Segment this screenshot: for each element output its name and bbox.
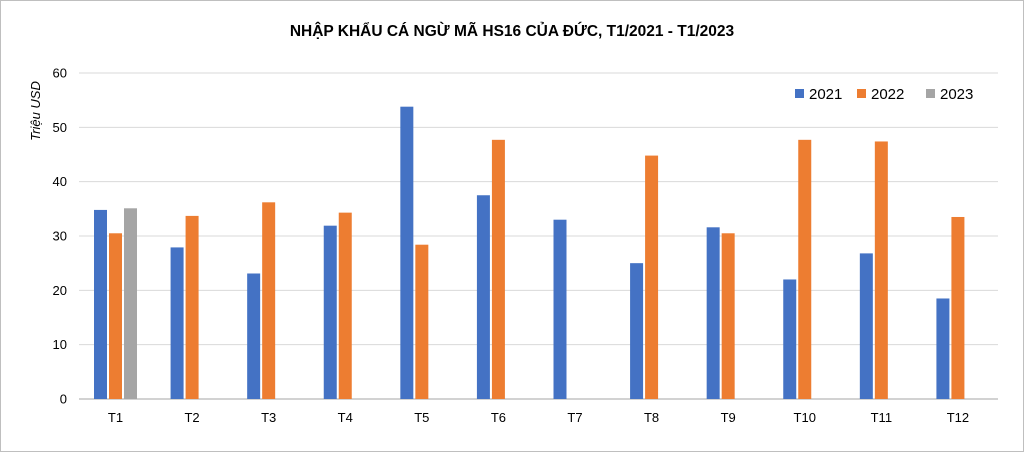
bar-2022-T12 (951, 216, 965, 399)
y-tick-label: 20 (53, 283, 67, 298)
y-tick-label: 0 (60, 392, 67, 407)
bar-2022-T3 (262, 202, 276, 399)
legend-swatch-2022 (857, 89, 866, 98)
bar-2022-T11 (874, 141, 888, 399)
bar-2022-T1 (109, 233, 122, 399)
bar-2021-T11 (859, 253, 873, 399)
x-axis-ticks: T1 T2 T3 T4 T5 T6 T7 T8 T9 T10 T11 T12 (108, 410, 969, 425)
x-tick-label: T12 (947, 410, 969, 425)
x-tick-label: T11 (871, 410, 892, 425)
y-tick-label: 50 (53, 120, 67, 135)
y-tick-label: 60 (53, 66, 67, 81)
bar-2021-T2 (170, 247, 184, 399)
y-axis-ticks: 0 10 20 30 40 50 60 (53, 66, 67, 407)
bar-2022-T2 (185, 215, 199, 399)
bar-2021-T1 (94, 209, 107, 399)
x-tick-label: T2 (184, 410, 199, 425)
bar-2021-T4 (323, 225, 337, 399)
bar-2022-T4 (338, 212, 352, 399)
x-tick-label: T4 (338, 410, 353, 425)
bar-2021-T9 (706, 227, 720, 399)
bar-2022-T5 (415, 244, 429, 399)
legend: 2021 2022 2023 (795, 86, 973, 103)
legend-swatch-2023 (926, 89, 935, 98)
x-tick-label: T6 (491, 410, 506, 425)
bar-2021-T7 (553, 219, 567, 399)
y-axis-label: Triệu USD (28, 81, 43, 141)
legend-swatch-2021 (795, 89, 804, 98)
bar-2022-T6 (491, 139, 505, 399)
bar-2021-T3 (247, 273, 261, 399)
legend-label: 2023 (940, 86, 973, 103)
legend-label: 2021 (809, 86, 842, 103)
gridlines (79, 72, 998, 400)
legend-label: 2022 (871, 86, 904, 103)
x-tick-label: T5 (414, 410, 429, 425)
y-tick-label: 10 (53, 337, 67, 352)
bar-2021-T5 (400, 106, 414, 399)
x-tick-label: T1 (108, 410, 123, 425)
bar-2022-T10 (798, 139, 812, 399)
bar-2023-T1 (124, 208, 137, 399)
bar-2021-T8 (630, 263, 644, 399)
x-tick-label: T3 (261, 410, 276, 425)
y-tick-label: 30 (53, 229, 67, 244)
bars (94, 106, 965, 399)
bar-2021-T12 (936, 298, 950, 399)
y-tick-label: 40 (53, 174, 67, 189)
bar-2022-T9 (721, 233, 735, 399)
bar-2022-T8 (645, 155, 659, 399)
x-tick-label: T7 (567, 410, 582, 425)
x-tick-label: T10 (794, 410, 816, 425)
bar-2021-T6 (476, 195, 490, 399)
chart-title: NHẬP KHẨU CÁ NGỪ MÃ HS16 CỦA ĐỨC, T1/202… (290, 22, 735, 40)
x-tick-label: T9 (721, 410, 736, 425)
x-tick-label: T8 (644, 410, 659, 425)
bar-2021-T10 (783, 279, 797, 399)
